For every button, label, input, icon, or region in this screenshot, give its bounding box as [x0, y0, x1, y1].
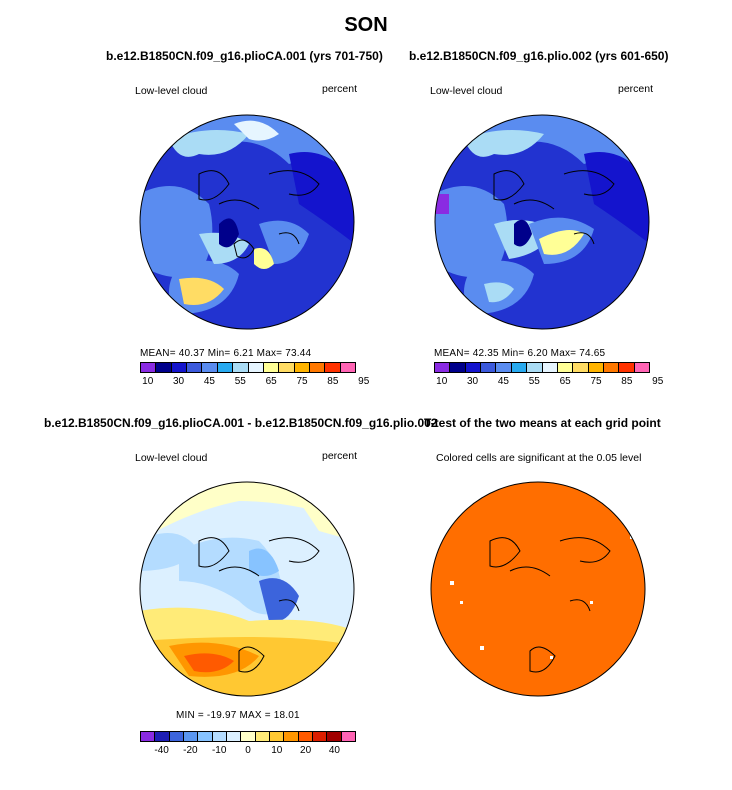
colorbar-tick-label: -40 — [154, 745, 169, 756]
colorbar-cell — [183, 732, 199, 741]
colorbar-tick-label: 30 — [173, 376, 185, 387]
colorbar-cell — [435, 363, 451, 372]
colorbar-cell — [341, 732, 355, 741]
colorbar-cell — [169, 732, 184, 741]
colorbar-cell — [542, 363, 558, 372]
colorbar-tick-label: 30 — [467, 376, 479, 387]
colorbar-cell — [226, 732, 242, 741]
colorbar-cell — [217, 363, 234, 372]
colorbar-tick-label: 45 — [203, 376, 215, 387]
colorbar-tick-label: 20 — [300, 745, 312, 756]
colorbar-tick-label: -20 — [183, 745, 198, 756]
colorbar-tick-label: 0 — [245, 745, 251, 756]
colorbar-tick-label: 65 — [265, 376, 277, 387]
panel2-title: b.e12.B1850CN.f09_g16.plio.002 (yrs 601-… — [409, 49, 669, 63]
panel3-map — [139, 481, 355, 697]
panel1-variable-label: Low-level cloud — [135, 85, 208, 97]
colorbar-cell — [212, 732, 227, 741]
panel3-stats: MIN = -19.97 MAX = 18.01 — [176, 710, 300, 721]
colorbar-cell — [171, 363, 188, 372]
panel3-units-label: percent — [322, 450, 358, 462]
colorbar-tick-label: -10 — [211, 745, 227, 756]
colorbar-cell — [465, 363, 482, 372]
colorbar-cell — [187, 363, 203, 372]
colorbar-tick-label: 75 — [296, 376, 308, 387]
panel1-colorbar — [140, 362, 356, 373]
colorbar-cell — [269, 732, 285, 741]
colorbar-cell — [573, 363, 589, 372]
colorbar-cell — [248, 363, 264, 372]
figure-title: SON — [344, 14, 388, 36]
colorbar-tick-label: 85 — [327, 376, 339, 387]
colorbar-tick-label: 10 — [271, 745, 283, 756]
colorbar-cell — [141, 732, 156, 741]
colorbar-cell — [298, 732, 313, 741]
colorbar-cell — [279, 363, 295, 372]
panel2-colorbar — [434, 362, 650, 373]
colorbar-cell — [496, 363, 512, 372]
colorbar-cell — [588, 363, 604, 372]
colorbar-cell — [634, 363, 650, 372]
panel3-colorbar-ticks: -40 -20 -10 0 10 20 40 — [140, 745, 356, 759]
panel4-significance-label: Colored cells are significant at the 0.0… — [436, 452, 642, 464]
colorbar-cell — [241, 732, 256, 741]
colorbar-cell — [255, 732, 270, 741]
colorbar-cell — [155, 732, 170, 741]
panel2-variable-label: Low-level cloud — [430, 85, 503, 97]
colorbar-cell — [233, 363, 249, 372]
colorbar-cell — [294, 363, 310, 372]
colorbar-cell — [312, 732, 328, 741]
panel1-colorbar-ticks: 10 30 45 55 65 75 85 95 — [140, 376, 369, 390]
colorbar-tick-label: 55 — [234, 376, 246, 387]
panel2-map — [434, 114, 650, 330]
colorbar-cell — [340, 363, 356, 372]
colorbar-tick-label: 85 — [621, 376, 633, 387]
panel1-map — [139, 114, 355, 330]
panel4-map — [430, 481, 646, 697]
panel2-colorbar-ticks: 10 30 45 55 65 75 85 95 — [434, 376, 663, 390]
colorbar-tick-label: 55 — [528, 376, 540, 387]
colorbar-cell — [450, 363, 466, 372]
colorbar-tick-label: 95 — [358, 376, 370, 387]
panel2-units-label: percent — [618, 83, 654, 95]
colorbar-tick-label: 95 — [652, 376, 664, 387]
colorbar-cell — [511, 363, 528, 372]
colorbar-tick-label: 10 — [142, 376, 154, 387]
colorbar-tick-label: 10 — [436, 376, 448, 387]
colorbar-cell — [309, 363, 326, 372]
panel3-colorbar — [140, 731, 356, 742]
colorbar-cell — [198, 732, 213, 741]
colorbar-cell — [156, 363, 172, 372]
colorbar-tick-label: 40 — [328, 745, 340, 756]
colorbar-cell — [481, 363, 497, 372]
colorbar-cell — [619, 363, 635, 372]
panel1-stats: MEAN= 40.37 Min= 6.21 Max= 73.44 — [140, 348, 312, 359]
colorbar-cell — [557, 363, 574, 372]
panel1-title: b.e12.B1850CN.f09_g16.plioCA.001 (yrs 70… — [106, 49, 383, 63]
panel2-stats: MEAN= 42.35 Min= 6.20 Max= 74.65 — [434, 348, 606, 359]
panel4-title: T-test of the two means at each grid poi… — [424, 416, 661, 430]
colorbar-cell — [263, 363, 280, 372]
colorbar-tick-label: 45 — [497, 376, 509, 387]
colorbar-cell — [141, 363, 157, 372]
colorbar-cell — [202, 363, 218, 372]
colorbar-cell — [327, 732, 342, 741]
colorbar-tick-label: 75 — [590, 376, 602, 387]
colorbar-tick-label: 65 — [559, 376, 571, 387]
colorbar-cell — [603, 363, 620, 372]
colorbar-cell — [284, 732, 299, 741]
panel3-variable-label: Low-level cloud — [135, 452, 208, 464]
colorbar-cell — [527, 363, 543, 372]
colorbar-cell — [325, 363, 341, 372]
panel1-units-label: percent — [322, 83, 358, 95]
panel3-title: b.e12.B1850CN.f09_g16.plioCA.001 - b.e12… — [44, 416, 438, 430]
